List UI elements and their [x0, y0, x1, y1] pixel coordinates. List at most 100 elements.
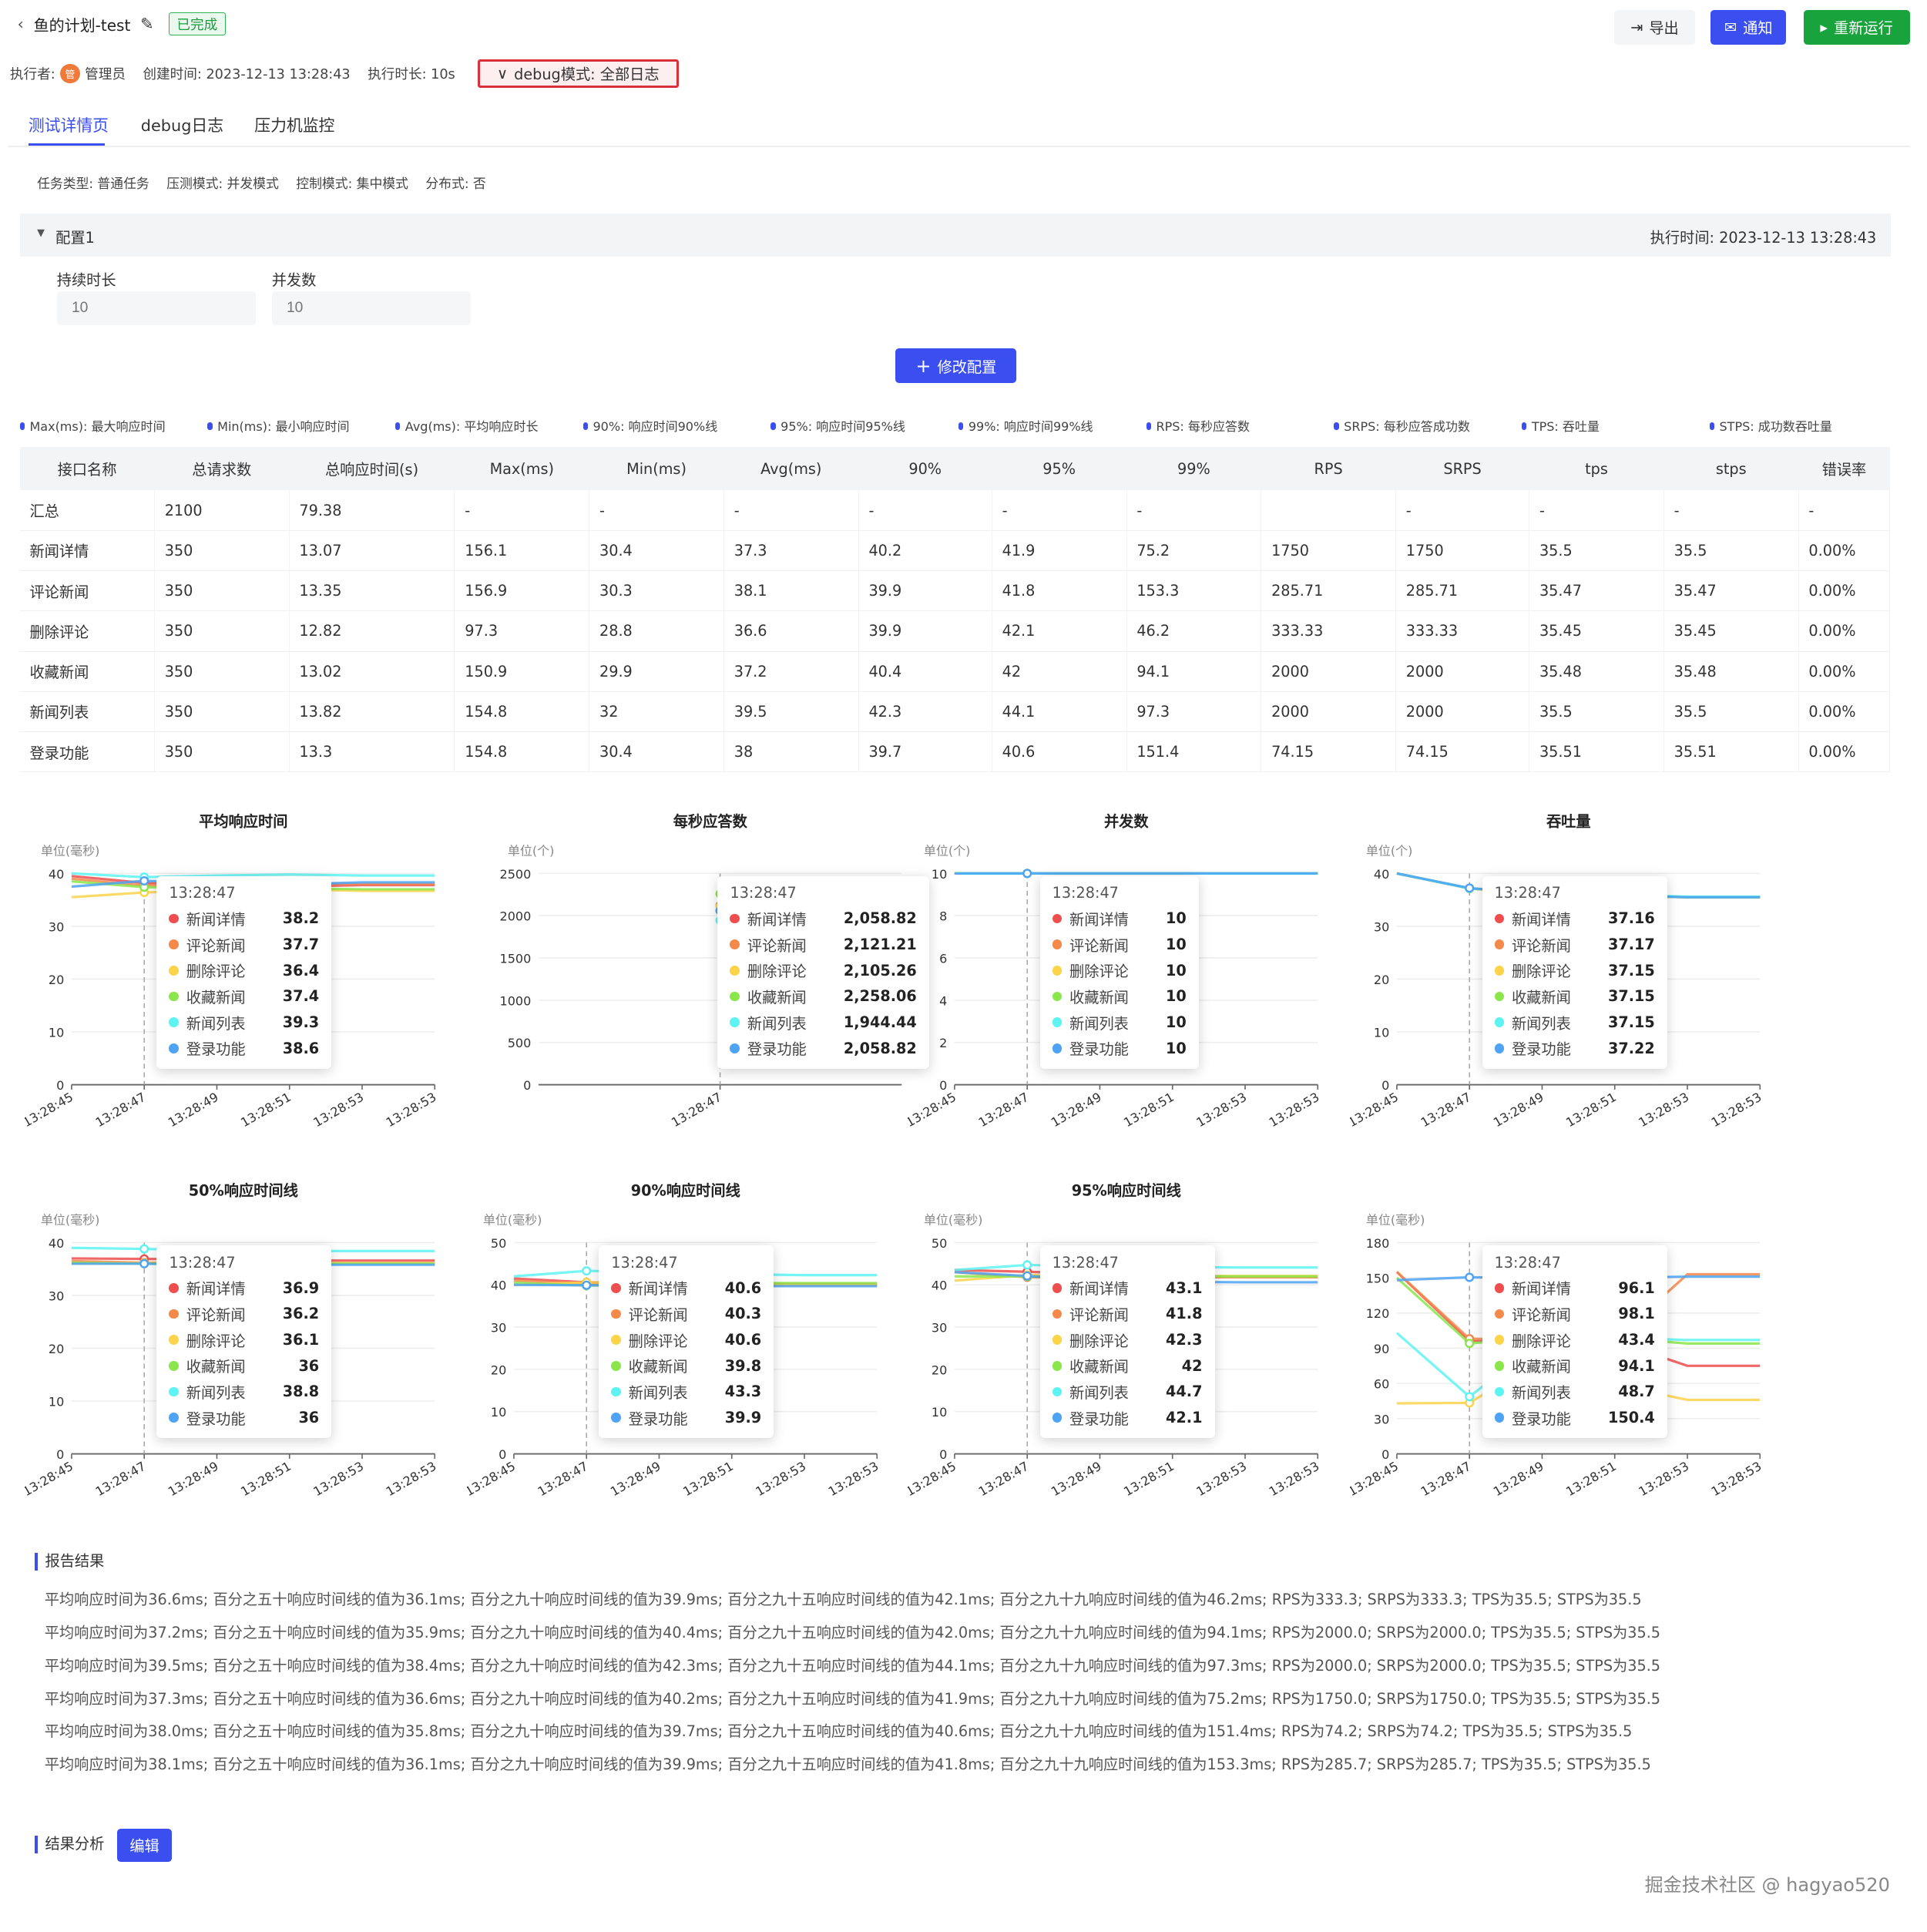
- tooltip-row: 收藏新闻 42: [1052, 1352, 1202, 1379]
- table-cell: 12.82: [289, 610, 455, 652]
- pencil-icon[interactable]: ✎: [140, 15, 154, 34]
- tab-debug-log[interactable]: debug日志: [140, 116, 224, 136]
- series-value: 43.1: [1166, 1278, 1203, 1297]
- y-tick-label: 500: [508, 1036, 532, 1050]
- series-name: 删除评论: [1069, 1332, 1129, 1350]
- data-point: [1465, 1272, 1475, 1282]
- table-cell: 13.82: [289, 691, 455, 733]
- series-value: 37.22: [1608, 1039, 1655, 1057]
- table-cell: 350: [154, 651, 290, 692]
- y-tick-label: 90: [1374, 1342, 1389, 1356]
- chart-tooltip: 13:28:47 新闻详情 37.16 评论新闻 37.17 删除评论 37.15 收藏新闻 3…: [1482, 875, 1667, 1069]
- series-dot-icon: [1494, 1017, 1505, 1027]
- table-row: 删除评论 350 12.82 97.3 28.8 36.6 39.9 42.1 46.2 333.…: [19, 610, 1891, 652]
- series-value: 40.3: [724, 1305, 762, 1323]
- series-value: 37.17: [1608, 936, 1655, 954]
- series-name: 收藏新闻: [1069, 988, 1129, 1006]
- series-name: 收藏新闻: [1069, 1358, 1129, 1376]
- series-value: 36: [298, 1409, 320, 1427]
- y-tick-label: 0: [939, 1078, 947, 1093]
- legend-item: SRPS: 每秒应答成功数: [1334, 416, 1522, 435]
- tooltip-row: 删除评论 10: [1052, 957, 1187, 983]
- y-tick-label: 20: [1374, 973, 1389, 987]
- y-tick-label: 2: [939, 1036, 947, 1050]
- edit-analysis-button[interactable]: 编辑: [117, 1828, 172, 1863]
- data-point: [139, 1245, 149, 1255]
- x-tick-label: 13:28:49: [166, 1459, 221, 1499]
- chevron-left-icon[interactable]: ‹: [17, 15, 24, 34]
- table-cell: 154.8: [454, 731, 590, 773]
- tab-load-machine[interactable]: 压力机监控: [254, 116, 335, 136]
- config-panel-header[interactable]: ▼ 配置1 执行时间: 2023-12-13 13:28:43: [19, 213, 1892, 257]
- tooltip-row: 新闻列表 44.7: [1052, 1379, 1202, 1405]
- rerun-button[interactable]: ▸ 重新运行: [1803, 9, 1910, 45]
- modify-config-button[interactable]: + 修改配置: [895, 348, 1017, 383]
- x-tick-label: 13:28:53: [1709, 1090, 1764, 1130]
- series-dot-icon: [1494, 1413, 1505, 1423]
- series-dot-icon: [169, 1360, 180, 1371]
- table-cell: 36.6: [723, 610, 859, 652]
- tooltip-row: 新闻列表 37.15: [1494, 1010, 1655, 1036]
- x-tick-label: 13:28:53: [1267, 1459, 1322, 1499]
- table-cell: -: [723, 490, 859, 531]
- x-tick-label: 13:28:53: [1637, 1459, 1692, 1499]
- table-cell: -: [858, 490, 992, 531]
- x-tick-label: 13:28:47: [976, 1090, 1032, 1130]
- y-tick-label: 20: [49, 1342, 64, 1356]
- y-tick-label: 50: [932, 1236, 947, 1251]
- series-value: 98.1: [1618, 1305, 1655, 1323]
- tooltip-row: 评论新闻 40.3: [611, 1301, 761, 1327]
- duration-input[interactable]: [56, 291, 256, 325]
- series-dot-icon: [169, 1386, 180, 1397]
- series-dot-icon: [1494, 939, 1505, 950]
- notify-button[interactable]: ✉ 通知: [1710, 9, 1787, 45]
- series-value: 43.4: [1618, 1331, 1655, 1349]
- x-tick-label: 13:28:51: [238, 1090, 294, 1130]
- y-tick-label: 4: [939, 993, 947, 1008]
- status-badge: 已完成: [168, 12, 226, 36]
- concurrency-input[interactable]: [271, 291, 471, 325]
- series-value: 10: [1166, 936, 1187, 954]
- tooltip-row: 删除评论 2,105.26: [730, 957, 917, 983]
- series-value: 42.1: [1166, 1409, 1203, 1427]
- x-tick-label: 13:28:51: [1563, 1090, 1619, 1130]
- series-dot-icon: [1052, 1413, 1063, 1423]
- table-cell: 1750: [1395, 530, 1530, 571]
- plus-icon: +: [915, 354, 932, 377]
- tab-test-detail[interactable]: 测试详情页: [28, 116, 109, 136]
- chart-tooltip: 13:28:47 新闻详情 10 评论新闻 10 删除评论 10 收藏新闻 10 新闻列表 10 登录…: [1039, 875, 1199, 1069]
- table-cell: 35.5: [1529, 691, 1664, 733]
- y-tick-label: 10: [491, 1406, 506, 1420]
- series-name: 收藏新闻: [747, 988, 807, 1006]
- report-line: 平均响应时间为38.1ms; 百分之五十响应时间线的值为36.1ms; 百分之九…: [44, 1756, 1651, 1774]
- debug-mode-dropdown[interactable]: ∨ debug模式: 全部日志: [477, 59, 680, 88]
- column-header: 99%: [1126, 447, 1261, 491]
- table-cell: 35.5: [1663, 691, 1799, 733]
- series-value: 37.15: [1608, 1013, 1655, 1032]
- legend-item: 90%: 响应时间90%线: [582, 416, 771, 435]
- series-name: 登录功能: [628, 1410, 688, 1428]
- legend-item: RPS: 每秒应答数: [1146, 416, 1334, 435]
- table-row: 评论新闻 350 13.35 156.9 30.3 38.1 39.9 41.8 153.3 28…: [19, 570, 1891, 612]
- tooltip-row: 删除评论 43.4: [1494, 1327, 1655, 1353]
- x-tick-label: 13:28:49: [1049, 1090, 1104, 1130]
- tooltip-row: 新闻详情 37.16: [1494, 906, 1655, 932]
- table-cell: 2100: [154, 490, 290, 531]
- table-cell: 0.00%: [1798, 691, 1891, 733]
- series-dot-icon: [1494, 1335, 1505, 1346]
- series-dot-icon: [169, 939, 180, 950]
- series-dot-icon: [169, 1043, 180, 1053]
- y-tick-label: 20: [932, 1363, 947, 1378]
- table-cell: 39.9: [858, 570, 992, 612]
- export-button[interactable]: ⇥ 导出: [1614, 9, 1695, 45]
- tooltip-row: 收藏新闻 36: [169, 1352, 319, 1379]
- table-cell: 汇总: [19, 490, 155, 531]
- column-header: 总请求数: [154, 447, 290, 491]
- table-cell: 153.3: [1126, 570, 1262, 612]
- report-line: 平均响应时间为39.5ms; 百分之五十响应时间线的值为38.4ms; 百分之九…: [44, 1656, 1661, 1675]
- series-name: 评论新闻: [1511, 1305, 1571, 1324]
- x-tick-label: 13:28:47: [976, 1459, 1032, 1499]
- table-cell: 41.9: [992, 530, 1127, 571]
- series-value: 94.1: [1618, 1356, 1655, 1375]
